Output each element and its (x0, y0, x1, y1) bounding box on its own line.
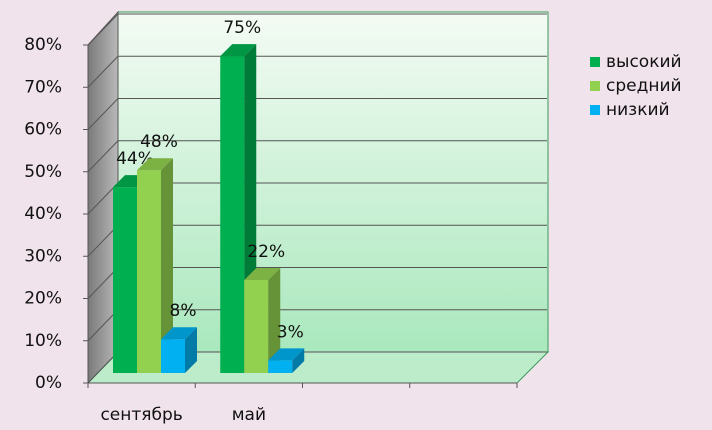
legend-label: средний (606, 76, 682, 96)
legend-swatch (590, 105, 600, 115)
y-tick-label: 30% (24, 246, 62, 266)
y-tick-label: 60% (24, 120, 62, 140)
data-label: 75% (223, 18, 261, 38)
bar-front (161, 339, 185, 373)
legend-label: низкий (606, 100, 670, 120)
bar-front (137, 170, 161, 373)
data-label: 22% (247, 242, 285, 262)
x-tick-label: май (232, 405, 266, 425)
bar-front (244, 280, 269, 373)
data-label: 8% (170, 301, 197, 321)
bar-front (268, 360, 293, 373)
bar-front (113, 187, 137, 373)
bar (268, 348, 305, 373)
legend-swatch (590, 57, 600, 67)
bar-top (137, 158, 173, 171)
bar-top (161, 327, 197, 340)
bar (137, 158, 173, 373)
y-tick-label: 20% (24, 289, 62, 309)
bar-side (161, 158, 173, 373)
bar-top (244, 268, 281, 281)
bar (161, 327, 197, 373)
data-label: 3% (277, 322, 304, 342)
y-tick-label: 40% (24, 204, 62, 224)
data-label: 48% (140, 132, 178, 152)
bar-side (268, 268, 281, 373)
bar (244, 268, 281, 373)
grid-line (87, 55, 119, 88)
y-tick-label: 80% (24, 35, 62, 55)
bar-top (268, 348, 305, 361)
y-tick-label: 0% (35, 373, 62, 393)
bar-side (185, 327, 197, 373)
y-tick-label: 50% (24, 162, 62, 182)
bar-top (220, 44, 257, 57)
x-tick-label: сентябрь (100, 405, 182, 425)
y-tick-label: 10% (24, 331, 62, 351)
bar-front (220, 56, 245, 373)
grid-line (87, 140, 119, 173)
legend-swatch (590, 81, 600, 91)
y-tick-label: 70% (24, 77, 62, 97)
grid-line (87, 98, 119, 130)
legend-label: высокий (606, 52, 682, 72)
grid-line (87, 13, 119, 46)
bar-side (292, 348, 305, 373)
